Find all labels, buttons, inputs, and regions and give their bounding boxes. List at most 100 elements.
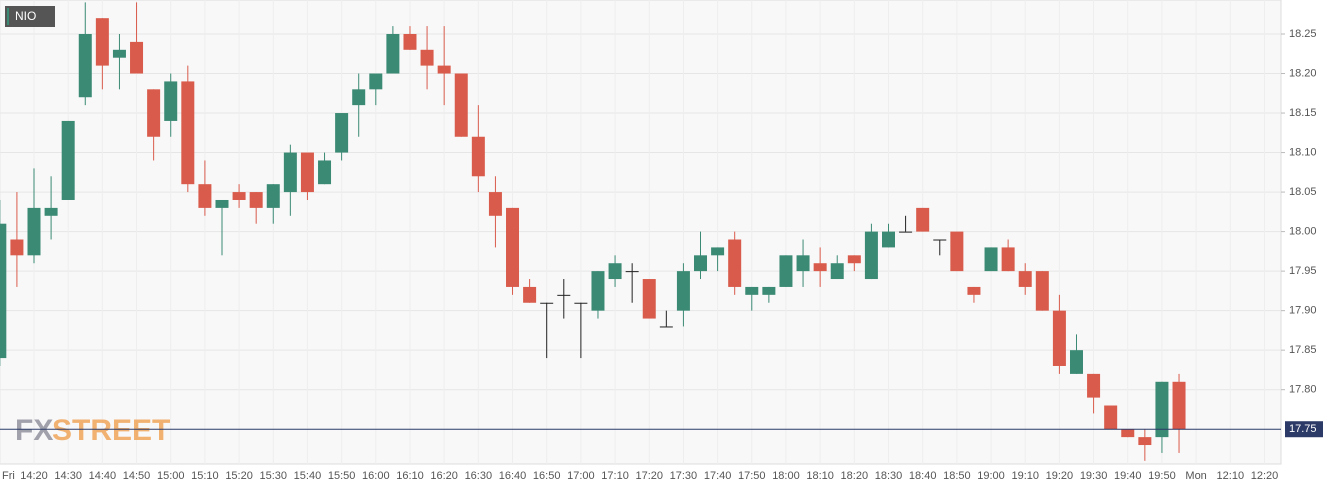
candle-body — [1035, 271, 1049, 311]
watermark-street: STREET — [52, 414, 170, 447]
candle-body — [882, 231, 895, 248]
x-tick-label: 19:10 — [1011, 470, 1039, 482]
candle-body — [249, 192, 263, 208]
x-tick-label: 16:50 — [533, 470, 561, 482]
candle-body — [745, 286, 759, 295]
candle-body — [1121, 429, 1135, 438]
candle-body — [403, 33, 417, 50]
x-tick-label: 15:30 — [259, 470, 287, 482]
x-tick-label: Mon — [1185, 470, 1206, 482]
x-tick-label: Fri — [2, 470, 15, 482]
candle-body — [420, 49, 434, 66]
x-tick-label: 19:20 — [1046, 470, 1074, 482]
y-tick-label: 18.20 — [1289, 67, 1317, 79]
legend-label: NIO — [15, 9, 36, 23]
candle-body — [352, 89, 366, 106]
candle-body — [78, 33, 92, 98]
candle-body — [1138, 437, 1152, 446]
candle-body — [44, 207, 58, 216]
legend-box — [5, 6, 55, 27]
candle-body — [471, 136, 485, 177]
candle-body — [847, 255, 861, 264]
candle-body — [676, 271, 690, 311]
y-tick-label: 18.15 — [1289, 107, 1317, 119]
candle-body — [181, 81, 195, 185]
candle-body — [27, 207, 41, 256]
candle-body — [864, 231, 878, 280]
x-tick-label: 15:50 — [328, 470, 356, 482]
candle-body — [198, 184, 212, 208]
x-tick-label: 18:10 — [806, 470, 834, 482]
x-tick-label: 14:20 — [20, 470, 48, 482]
y-tick-label: 17.80 — [1289, 384, 1317, 396]
x-tick-label: 16:20 — [430, 470, 458, 482]
candle-body — [1104, 405, 1118, 430]
x-tick-label: 18:00 — [772, 470, 800, 482]
candle-body — [950, 231, 964, 272]
candle-body — [625, 271, 639, 273]
candle-body — [1052, 310, 1066, 366]
x-tick-label: 19:30 — [1080, 470, 1108, 482]
y-tick-label: 17.90 — [1289, 305, 1317, 317]
current-price-label: 17.75 — [1289, 423, 1317, 435]
x-tick-label: 15:20 — [225, 470, 253, 482]
candle-body — [369, 73, 383, 90]
candle-body — [523, 286, 537, 303]
candle-body — [762, 286, 776, 295]
watermark-fx: FX — [15, 414, 53, 447]
current-price-box — [1285, 421, 1323, 438]
candles — [0, 2, 1186, 461]
candle-body — [130, 41, 144, 74]
candle-body — [1001, 247, 1015, 272]
candle-body — [61, 120, 75, 200]
x-tick-label: 17:20 — [635, 470, 663, 482]
x-tick-label: 18:20 — [841, 470, 869, 482]
candle-body — [916, 207, 930, 232]
candle-body — [147, 89, 161, 137]
candle-body — [1087, 373, 1101, 398]
candle-body — [540, 302, 554, 304]
grid — [0, 33, 1281, 391]
candle-body — [557, 294, 571, 296]
candle-body — [711, 247, 725, 256]
x-tick-label: 14:30 — [54, 470, 82, 482]
candle-body — [591, 271, 605, 311]
candle-body — [488, 192, 502, 216]
y-tick-label: 17.85 — [1289, 344, 1317, 356]
candle-body — [967, 286, 981, 295]
x-tick-label: 15:40 — [294, 470, 322, 482]
candle-body — [164, 81, 178, 121]
candle-body — [1069, 350, 1083, 374]
candle-body — [984, 247, 998, 272]
x-tick-label: 12:10 — [1217, 470, 1245, 482]
x-tick-label: 17:30 — [670, 470, 698, 482]
candle-body — [437, 65, 451, 74]
candle-body — [1172, 381, 1186, 430]
candle-body — [694, 255, 708, 272]
candle-body — [728, 239, 742, 287]
candle-body — [608, 263, 622, 280]
x-tick-label: 16:10 — [396, 470, 424, 482]
x-tick-label: 14:50 — [123, 470, 151, 482]
y-tick-label: 18.05 — [1289, 186, 1317, 198]
candle-body — [1155, 381, 1169, 438]
candle-body — [300, 152, 314, 193]
y-tick-label: 17.95 — [1289, 265, 1317, 277]
x-tick-label: 15:00 — [157, 470, 185, 482]
candle-body — [830, 263, 844, 280]
candle-body — [642, 279, 656, 319]
candle-body — [899, 231, 913, 233]
candle-body — [266, 184, 280, 208]
x-tick-label: 17:00 — [567, 470, 595, 482]
x-tick-label: 14:40 — [89, 470, 117, 482]
candle-body — [215, 199, 229, 208]
candle-body — [574, 302, 588, 304]
candle-body — [813, 263, 827, 272]
candle-body — [506, 207, 520, 287]
x-tick-label: 18:30 — [875, 470, 903, 482]
candle-body — [779, 255, 793, 287]
candle-body — [318, 160, 332, 185]
y-tick-label: 18.00 — [1289, 226, 1317, 238]
x-tick-label: 18:40 — [909, 470, 937, 482]
